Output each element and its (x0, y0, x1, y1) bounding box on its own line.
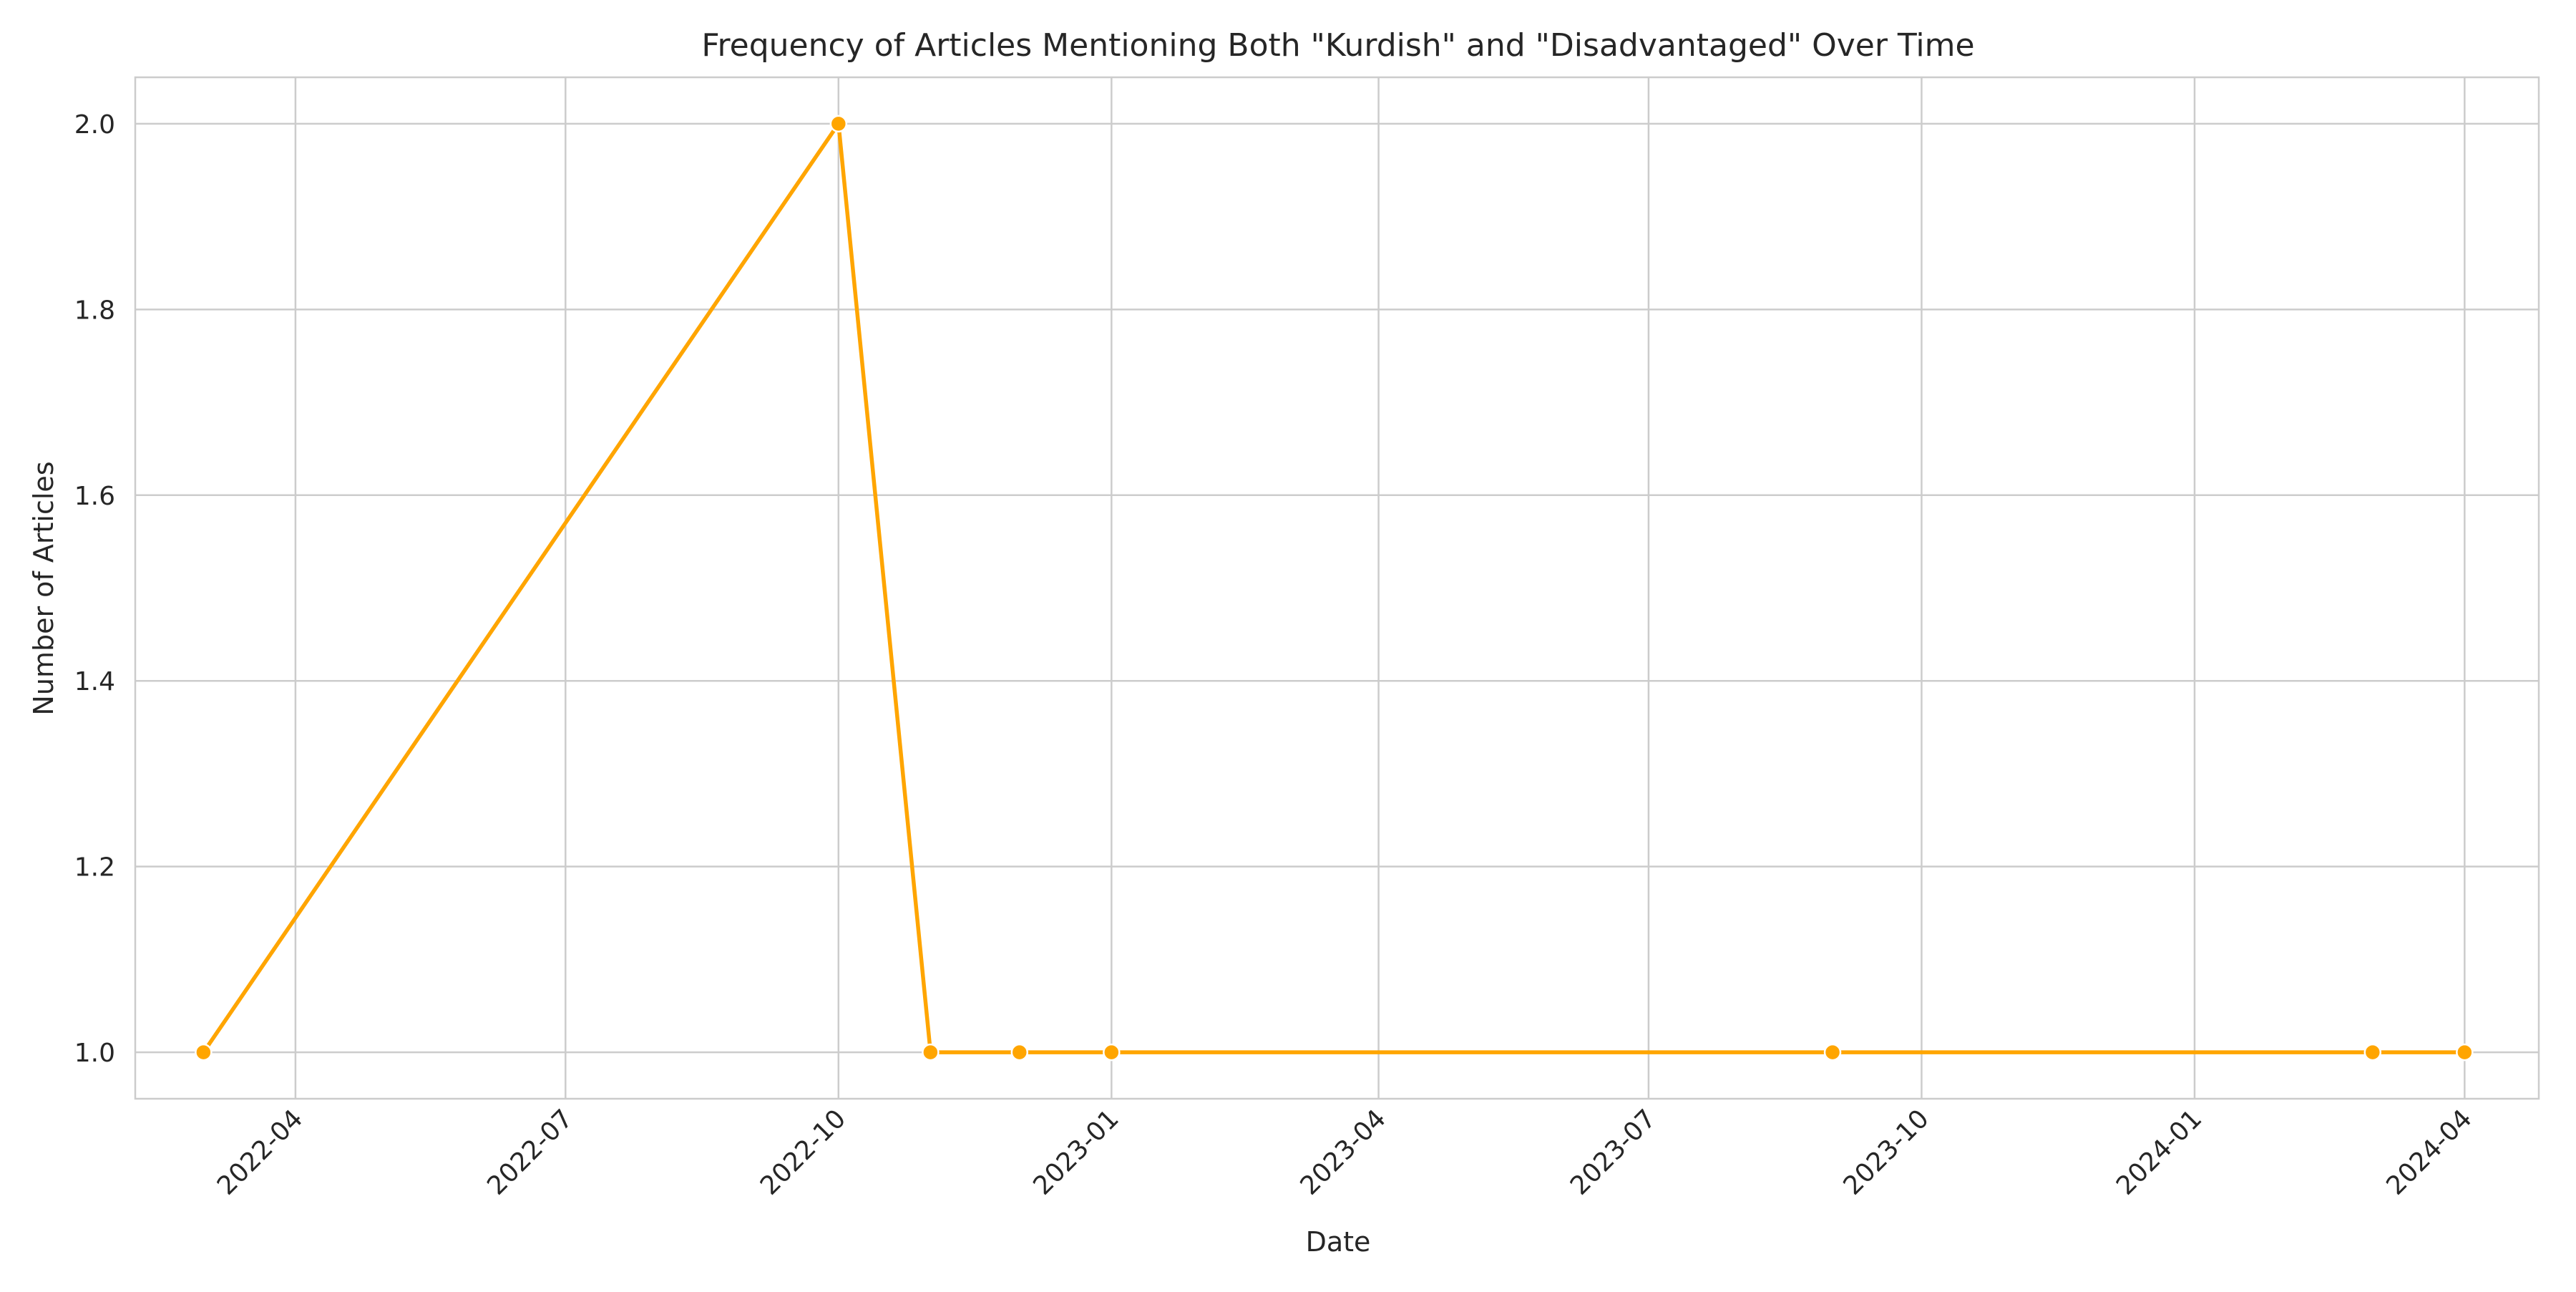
y-axis-ticks: 1.0 1.2 1.4 1.6 1.8 2.0 (74, 110, 115, 1068)
series-layer (195, 115, 2474, 1062)
x-tick-label: 2023-01 (1028, 1104, 1124, 1200)
data-point-marker (195, 1043, 213, 1062)
data-point-marker (1010, 1043, 1029, 1062)
x-tick-label: 2022-04 (212, 1104, 308, 1200)
y-tick-label: 1.2 (74, 853, 115, 883)
series-line (201, 122, 2467, 1054)
data-point-marker (1823, 1043, 1842, 1062)
data-point-marker (2363, 1043, 2382, 1062)
x-tick-label: 2022-07 (482, 1104, 578, 1200)
x-tick-label: 2023-10 (1838, 1104, 1934, 1200)
x-tick-label: 2024-01 (2111, 1104, 2207, 1200)
y-tick-label: 1.4 (74, 667, 115, 696)
x-axis-label: Date (1306, 1226, 1371, 1258)
data-point-marker (829, 115, 848, 133)
y-tick-label: 1.6 (74, 482, 115, 511)
data-point-marker (2456, 1043, 2474, 1062)
y-tick-label: 1.8 (74, 296, 115, 325)
x-axis-ticks: 2022-04 2022-07 2022-10 2023-01 2023-04 2023-… (212, 1104, 2478, 1200)
x-tick-label: 2023-04 (1295, 1104, 1392, 1200)
x-tick-label: 2023-07 (1565, 1104, 1662, 1200)
grid (135, 77, 2539, 1099)
x-tick-label: 2024-04 (2381, 1104, 2477, 1200)
y-tick-label: 2.0 (74, 110, 115, 140)
y-axis-label: Number of Articles (28, 461, 59, 715)
x-tick-label: 2022-10 (755, 1104, 852, 1200)
data-point-marker (922, 1043, 940, 1062)
data-point-marker (1103, 1043, 1121, 1062)
y-tick-label: 1.0 (74, 1039, 115, 1068)
chart-title: Frequency of Articles Mentioning Both "K… (701, 27, 1974, 64)
plot-frame (134, 76, 2540, 1100)
